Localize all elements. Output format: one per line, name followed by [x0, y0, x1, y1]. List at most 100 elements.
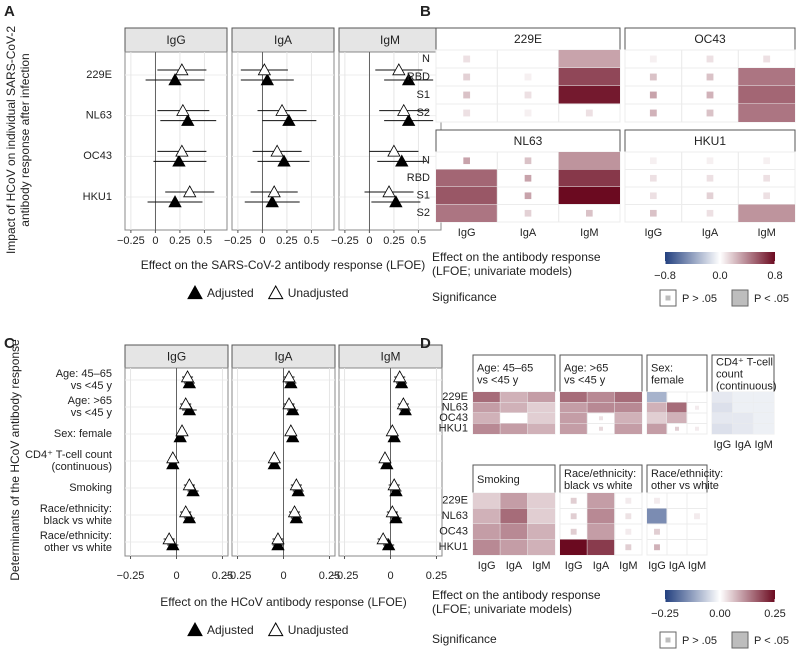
- estimate-marker: [393, 370, 407, 383]
- estimate-marker: [401, 113, 416, 126]
- tile: [558, 68, 620, 86]
- tile-small: [706, 109, 714, 117]
- tile-small: [649, 109, 657, 117]
- tile: [527, 423, 555, 434]
- y-category-label: OC43: [83, 150, 112, 162]
- estimate-marker: [175, 144, 189, 157]
- tile: [587, 539, 615, 555]
- column-label: IgA: [735, 439, 752, 451]
- x-tick-label: 0.25: [426, 570, 447, 582]
- legend-label: Unadjusted: [288, 623, 349, 637]
- estimate-marker: [176, 103, 190, 116]
- colorbar-title: (LFOE; univariate models): [432, 602, 572, 616]
- y-category-label: vs <45 y: [71, 407, 113, 419]
- tile-small: [763, 55, 771, 63]
- tile-small: [524, 157, 532, 165]
- significance-title: Significance: [432, 632, 497, 646]
- facet-title: IgA: [274, 33, 292, 47]
- estimate-marker: [168, 195, 182, 208]
- x-axis-title: Effect on the SARS-CoV-2 antibody respon…: [141, 258, 426, 272]
- significance-key: [731, 631, 749, 649]
- x-tick-label: −0.25: [224, 235, 252, 247]
- tile-small: [649, 55, 657, 63]
- facet-strip: [472, 464, 556, 494]
- tile: [558, 187, 620, 205]
- estimate-marker: [397, 103, 411, 116]
- tile: [560, 423, 588, 434]
- column-label: IgG: [644, 227, 662, 239]
- estimate-marker: [387, 144, 401, 157]
- legend-marker: [267, 284, 284, 300]
- facet-title: Age: 45–65: [477, 362, 533, 374]
- tile: [647, 392, 667, 403]
- facet-strip: [711, 354, 775, 393]
- significance-title: Significance: [432, 290, 497, 304]
- tile: [614, 423, 642, 434]
- estimate-marker: [289, 511, 304, 524]
- tile-small: [524, 55, 532, 63]
- tile-small: [524, 73, 532, 81]
- facet-title: IgG: [166, 33, 185, 47]
- tile: [647, 413, 667, 424]
- tile: [527, 539, 555, 555]
- legend-label: Adjusted: [207, 286, 254, 300]
- estimate-marker: [284, 424, 298, 437]
- tile-small: [706, 73, 714, 81]
- tile-small: [706, 157, 714, 165]
- tile-small: [463, 157, 470, 165]
- tile: [560, 539, 588, 555]
- tile-small: [695, 426, 699, 431]
- tile: [712, 402, 733, 413]
- colorbar-title: (LFOE; univariate models): [432, 264, 572, 278]
- tile-small: [654, 528, 660, 535]
- x-tick-label: 0.25: [276, 235, 297, 247]
- estimate-marker: [277, 154, 291, 167]
- tile-small: [694, 497, 700, 504]
- tile-small: [674, 544, 680, 551]
- x-axis-title: Effect on the HCoV antibody response (LF…: [160, 595, 407, 609]
- estimate-marker: [389, 484, 403, 497]
- column-label: IgG: [648, 560, 666, 572]
- colorbar-tick-label: 0.25: [764, 608, 785, 620]
- tile: [436, 204, 498, 222]
- tile: [712, 413, 733, 424]
- tile-small: [625, 497, 632, 504]
- significance-label: P > .05: [682, 635, 717, 647]
- tile: [753, 392, 774, 403]
- tile-small: [625, 528, 632, 535]
- column-label: IgM: [580, 227, 598, 239]
- row-label: NL63: [442, 402, 468, 414]
- tile: [614, 402, 642, 413]
- estimate-marker: [175, 424, 189, 437]
- column-label: IgM: [688, 560, 706, 572]
- tile-small: [650, 209, 657, 217]
- x-tick-label: 0: [366, 235, 372, 247]
- tile: [712, 423, 733, 434]
- y-axis-title: Impact of HCoV on individual SARS-CoV-2: [4, 26, 18, 254]
- tile: [473, 423, 501, 434]
- y-axis-title: antibody response after infection: [18, 53, 32, 226]
- facet-title: IgM: [380, 350, 400, 364]
- tile: [527, 402, 555, 413]
- facet-body: [231, 51, 335, 231]
- significance-label: P > .05: [682, 293, 717, 305]
- panel-letter: D: [420, 335, 431, 352]
- x-tick-label: 0: [173, 570, 179, 582]
- legend-label: Unadjusted: [288, 286, 349, 300]
- estimate-marker: [271, 538, 285, 551]
- tile-small: [674, 528, 680, 535]
- estimate-marker: [282, 397, 296, 410]
- tile-small: [675, 426, 679, 431]
- tile: [732, 402, 754, 413]
- facet-strip: [646, 354, 708, 393]
- estimate-marker: [392, 63, 406, 76]
- tile: [527, 413, 555, 424]
- column-label: IgG: [458, 227, 476, 239]
- facet-title: Race/ethnicity:: [564, 468, 636, 480]
- facet-strip: [124, 27, 228, 53]
- colorbar-tick-label: 0.8: [767, 270, 782, 282]
- column-label: IgA: [702, 227, 719, 239]
- row-label: HKU1: [439, 541, 468, 553]
- panel-letter: C: [4, 335, 15, 352]
